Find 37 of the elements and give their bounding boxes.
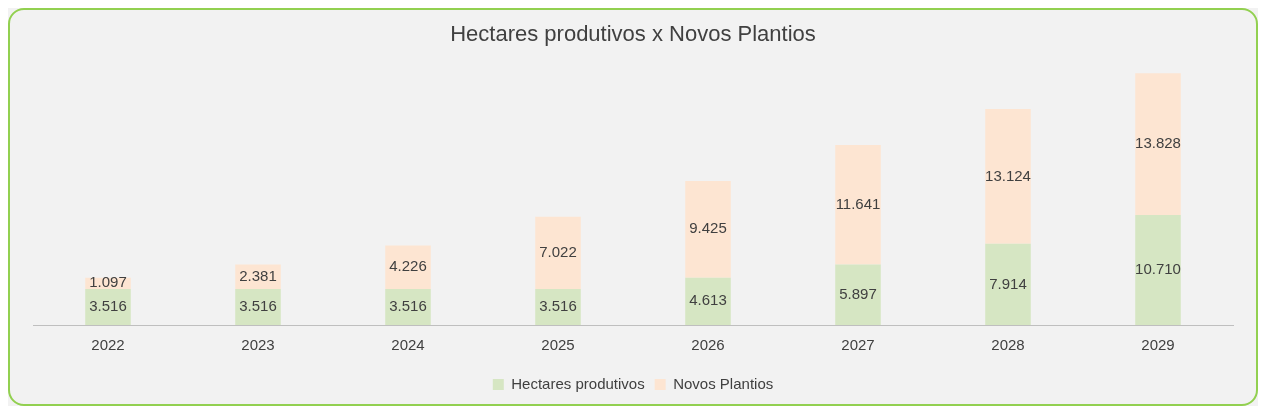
data-label: 11.641	[835, 194, 881, 212]
x-tick-label: 2028	[991, 336, 1025, 354]
data-label: 5.897	[839, 284, 877, 302]
data-label: 3.516	[89, 297, 127, 315]
bar	[685, 277, 731, 325]
data-label: 1.097	[89, 273, 127, 291]
data-label: 7.022	[539, 243, 577, 261]
x-tick-label: 2029	[1141, 336, 1175, 354]
bar	[385, 245, 431, 289]
data-label: 13.828	[1135, 134, 1181, 152]
x-tick-label: 2024	[391, 336, 425, 354]
x-tick-label: 2026	[691, 336, 725, 354]
data-label: 13.124	[985, 166, 1031, 184]
data-label: 3.516	[239, 297, 277, 315]
x-tick-label: 2023	[241, 336, 275, 354]
bar	[835, 264, 881, 325]
data-label: 3.516	[389, 297, 427, 315]
data-label: 3.516	[539, 297, 577, 315]
x-tick-label: 2025	[541, 336, 575, 354]
data-label: 2.381	[239, 266, 277, 284]
bar	[535, 216, 581, 289]
bar	[1135, 73, 1181, 216]
x-tick-label: 2027	[841, 336, 875, 354]
legend-label: Novos Plantios	[673, 374, 774, 392]
data-label: 9.425	[689, 219, 727, 237]
bar	[685, 180, 731, 278]
x-tick-label: 2022	[91, 336, 125, 354]
bar	[835, 144, 881, 265]
data-label: 7.914	[989, 274, 1027, 292]
bar	[1135, 215, 1181, 325]
bar	[985, 243, 1031, 325]
legend-label: Hectares produtivos	[511, 374, 645, 392]
chart-title: Hectares produtivos x Novos Plantios	[450, 21, 816, 47]
data-label: 4.613	[689, 291, 727, 309]
data-label: 4.226	[389, 257, 427, 275]
bar	[985, 109, 1031, 244]
data-label: 10.710	[1135, 260, 1181, 278]
